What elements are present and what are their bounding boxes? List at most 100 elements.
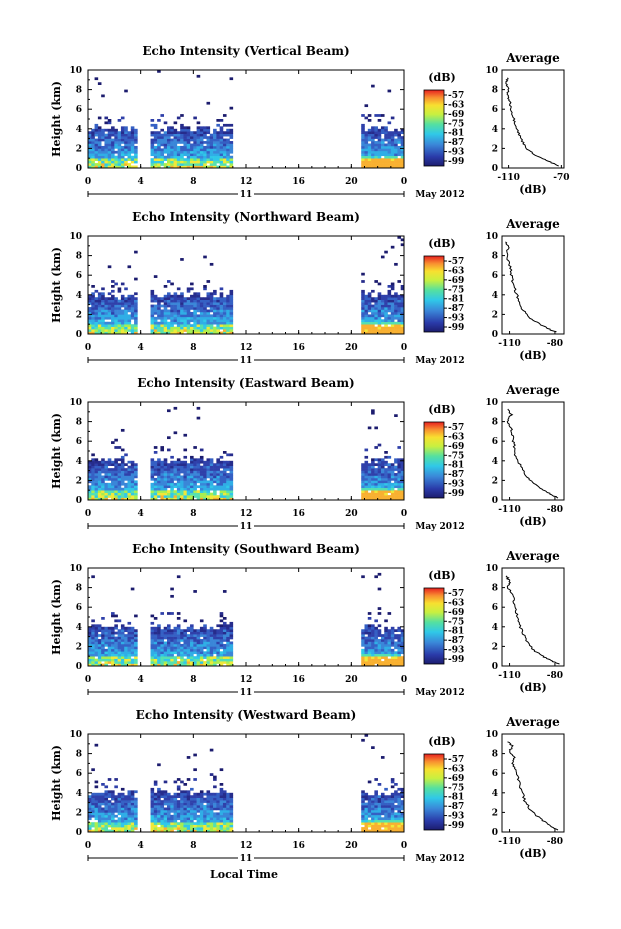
heatmap-cell (216, 639, 220, 642)
heatmap-cell (101, 329, 105, 332)
heatmap-cell (190, 297, 194, 300)
heatmap-cell (173, 319, 178, 323)
profile-y-tick-label: 0 (492, 828, 498, 838)
heatmap-cell (387, 138, 392, 142)
heatmap-cell (91, 458, 95, 462)
heatmap-cell (190, 787, 194, 791)
heatmap-cell (203, 307, 207, 310)
heatmap-cell (196, 74, 201, 78)
heatmap-cell (153, 629, 158, 632)
heatmap-cell (213, 477, 217, 481)
heatmap-cell (111, 636, 115, 640)
heatmap-cell (120, 314, 125, 318)
heatmap-cell (157, 304, 161, 308)
heatmap-cell (176, 785, 181, 789)
heatmap-cell (107, 656, 112, 659)
heatmap-cell (97, 807, 102, 811)
heatmap-cell (104, 485, 109, 489)
heatmap-cell (390, 822, 395, 825)
heatmap-cell (374, 458, 378, 462)
heatmap-cell (183, 827, 188, 830)
heatmap-cell (229, 106, 234, 110)
heatmap-cell (213, 792, 217, 796)
heatmap-cell (226, 297, 230, 300)
heatmap-cell (94, 463, 99, 466)
heatmap-cell (209, 641, 214, 645)
heatmap-cell (180, 258, 184, 261)
heatmap-cell (101, 324, 105, 327)
heatmap-cell (193, 150, 197, 154)
heatmap-cell (120, 160, 125, 164)
heatmap-cell (111, 807, 115, 811)
heatmap-cell (150, 311, 155, 315)
heatmap-cell (157, 829, 161, 833)
profile-y-tick-label: 0 (492, 164, 498, 174)
heatmap-cell (222, 477, 227, 481)
heatmap-cell (173, 292, 178, 296)
heatmap-cell (170, 822, 174, 825)
heatmap-cell (216, 119, 220, 122)
heatmap-cell (199, 827, 204, 830)
heatmap-cell (377, 487, 382, 491)
heatmap-cell (94, 624, 99, 628)
heatmap-cell (127, 485, 132, 489)
heatmap-cell (153, 463, 158, 466)
heatmap-cell (206, 631, 211, 635)
heatmap-cell (364, 136, 369, 139)
heatmap-cell (111, 302, 115, 305)
heatmap-cell (229, 651, 234, 655)
heatmap-cell (400, 287, 405, 291)
heatmap-cell (183, 485, 188, 489)
heatmap-cell (180, 165, 184, 169)
heatmap-cell (387, 326, 392, 330)
heatmap-cell (107, 331, 112, 335)
heatmap-cell (387, 490, 392, 493)
heatmap-cell (120, 636, 125, 640)
heatmap-cell (387, 153, 392, 157)
heatmap-cell (91, 475, 95, 479)
heatmap-cell (219, 824, 224, 828)
heatmap-cell (127, 475, 132, 479)
heatmap-cell (206, 490, 211, 493)
heatmap-cell (199, 311, 204, 315)
heatmap-cell (134, 497, 138, 501)
heatmap-cell (153, 646, 158, 650)
heatmap-cell (167, 795, 171, 798)
heatmap-cell (209, 819, 214, 823)
heatmap-cell (180, 490, 184, 493)
heatmap-cell (163, 648, 168, 652)
heatmap-cell (88, 160, 92, 164)
heatmap-cell (107, 119, 112, 122)
heatmap-cell (367, 324, 372, 327)
heatmap-cell (180, 492, 184, 496)
heatmap-cell (111, 641, 115, 645)
heatmap-cell (130, 307, 135, 310)
heatmap-cell (219, 319, 224, 323)
heatmap-cell (199, 819, 204, 823)
heatmap-cell (226, 324, 230, 327)
heatmap-cell (199, 802, 204, 806)
heatmap-cell (97, 297, 102, 300)
heatmap-cell (104, 324, 109, 327)
heatmap-cell (390, 824, 395, 828)
heatmap-cell (107, 661, 112, 664)
heatmap-cell (97, 148, 102, 152)
heatmap-cell (124, 329, 128, 332)
heatmap-cell (209, 824, 214, 828)
heatmap-cell (134, 480, 138, 484)
heatmap-cell (364, 807, 369, 811)
heatmap-cell (374, 321, 378, 325)
heatmap-cell (190, 629, 194, 632)
heatmap-cell (107, 482, 112, 486)
heatmap-cell (117, 463, 122, 466)
heatmap-cell (219, 787, 224, 791)
heatmap-cell (226, 639, 230, 642)
heatmap-cell (114, 614, 118, 618)
heatmap-cell (94, 158, 99, 161)
heatmap-cell (226, 294, 230, 298)
heatmap-cell (163, 460, 168, 464)
heatmap-cell (380, 309, 385, 313)
heatmap-cell (170, 651, 174, 655)
heatmap-cell (124, 490, 128, 493)
heatmap-cell (203, 326, 207, 330)
